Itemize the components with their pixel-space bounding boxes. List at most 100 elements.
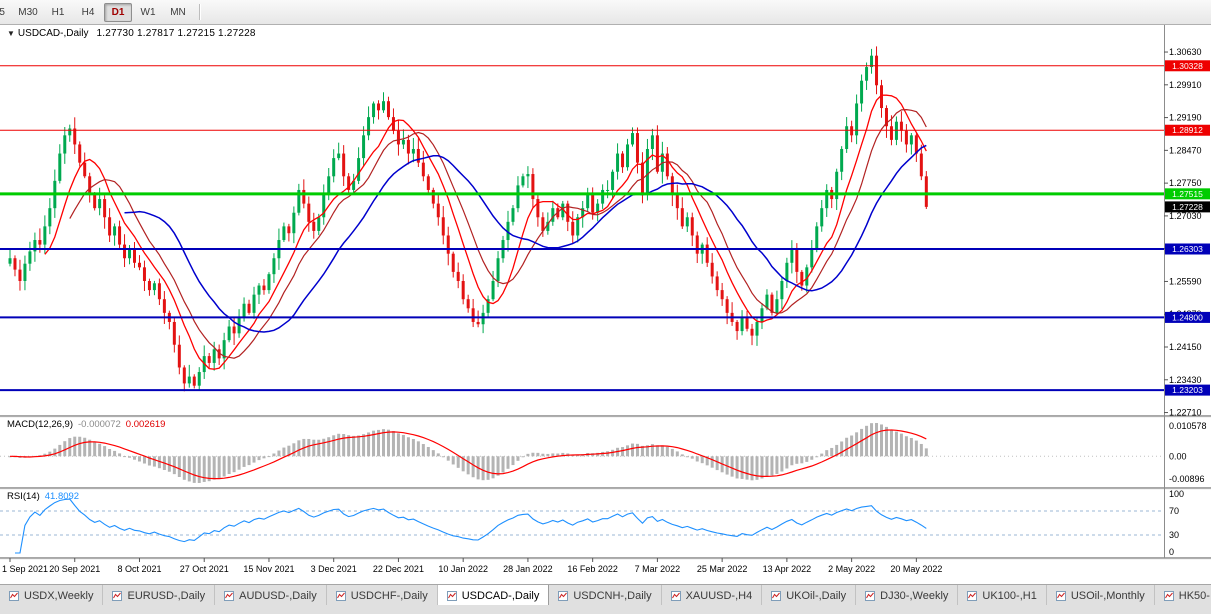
date-axis-label: 16 Feb 2022 bbox=[567, 564, 618, 574]
date-axis: 1 Sep 2021 20 Sep 2021 8 Oct 2021 27 Oct 20… bbox=[2, 558, 942, 574]
candle bbox=[665, 147, 669, 180]
timeframe-button-m5[interactable]: M5 bbox=[0, 6, 5, 18]
candle bbox=[43, 215, 47, 254]
timeframe-button-d1[interactable]: D1 bbox=[104, 2, 132, 22]
candle bbox=[177, 335, 181, 375]
candle bbox=[33, 232, 37, 262]
candle bbox=[695, 231, 699, 264]
chart-tab-usdchf-daily[interactable]: USDCHF-,Daily bbox=[326, 585, 438, 606]
chart-tab-xauusd-h4[interactable]: XAUUSD-,H4 bbox=[661, 585, 763, 606]
chart-tab-label: UKOil-,Daily bbox=[786, 589, 847, 602]
candle bbox=[880, 79, 883, 118]
candle bbox=[914, 133, 918, 162]
svg-text:1.28912: 1.28912 bbox=[1172, 125, 1203, 135]
chart-tab-uk100-h1[interactable]: UK100-,H1 bbox=[958, 585, 1047, 606]
candle bbox=[436, 194, 440, 226]
candle bbox=[137, 255, 141, 271]
candle bbox=[511, 205, 515, 226]
candle bbox=[491, 270, 495, 302]
chart-tab-usoil-monthly[interactable]: USOil-,Monthly bbox=[1046, 585, 1155, 606]
candle bbox=[481, 304, 485, 334]
candle bbox=[840, 146, 844, 181]
chart-tab-dj30-weekly[interactable]: DJ30-,Weekly bbox=[856, 585, 959, 606]
svg-text:1.27515: 1.27515 bbox=[1172, 189, 1203, 199]
candle bbox=[98, 187, 102, 216]
candle bbox=[192, 374, 196, 389]
ohlc-values: 1.27730 1.27817 1.27215 1.27228 bbox=[96, 28, 256, 39]
price-badge-1.27228: 1.27228 bbox=[1165, 201, 1210, 213]
candle bbox=[710, 253, 714, 284]
chart-tab-icon bbox=[670, 590, 681, 601]
price-badge-1.26303: 1.26303 bbox=[1165, 243, 1210, 255]
chart-tab-eurusd-daily[interactable]: EURUSD-,Daily bbox=[103, 585, 216, 606]
timeframe-button-h1[interactable]: H1 bbox=[51, 6, 65, 18]
candle bbox=[103, 195, 107, 229]
chart-tab-label: EURUSD-,Daily bbox=[127, 589, 206, 602]
price-axis-label: 1.30630 bbox=[1169, 47, 1202, 57]
timeframe-button-w1[interactable]: W1 bbox=[140, 6, 156, 18]
date-axis-label: 2 May 2022 bbox=[828, 564, 875, 574]
candle bbox=[357, 147, 361, 185]
candle bbox=[342, 145, 346, 186]
chart-tab-usdx-weekly[interactable]: USDX,Weekly bbox=[0, 585, 104, 606]
date-axis-label: 7 Mar 2022 bbox=[635, 564, 681, 574]
chart-tab-ukoil-daily[interactable]: UKOil-,Daily bbox=[762, 585, 857, 606]
candle bbox=[28, 241, 32, 271]
chart-tab-usdcnh-daily[interactable]: USDCNH-,Daily bbox=[549, 585, 662, 606]
rsi-name: RSI(14) bbox=[7, 491, 40, 502]
candle bbox=[690, 212, 694, 247]
price-axis: 1.30630 1.29910 1.29190 1.28470 1.27750 1.270… bbox=[1164, 47, 1202, 418]
candle bbox=[845, 117, 849, 153]
candle bbox=[800, 269, 804, 291]
candle bbox=[626, 138, 630, 171]
candle bbox=[606, 180, 610, 199]
candle bbox=[855, 94, 859, 145]
candle bbox=[476, 310, 480, 328]
chart-tab-hk50[interactable]: HK50- bbox=[1154, 585, 1211, 606]
candle bbox=[426, 174, 430, 194]
collapse-arrow-icon[interactable]: ▼ bbox=[7, 29, 15, 38]
chart-tab-icon bbox=[558, 590, 569, 601]
date-axis-label: 8 Oct 2021 bbox=[117, 564, 161, 574]
candle bbox=[142, 260, 146, 292]
candle bbox=[790, 240, 794, 274]
candle bbox=[267, 272, 271, 294]
candle bbox=[870, 48, 874, 74]
symbol-header: ▼ USDCAD-,Daily 1.27730 1.27817 1.27215 1.… bbox=[7, 28, 256, 40]
chart-canvas[interactable]: 1.30630 1.29910 1.29190 1.28470 1.27750 1.270… bbox=[0, 25, 1211, 584]
candle bbox=[860, 74, 864, 112]
candle bbox=[362, 126, 366, 167]
chart-tab-label: USDCNH-,Daily bbox=[573, 589, 652, 602]
candle bbox=[825, 184, 829, 217]
chart-window: 1.30630 1.29910 1.29190 1.28470 1.27750 1.270… bbox=[0, 25, 1211, 584]
candle bbox=[83, 152, 87, 179]
timeframe-button-mn[interactable]: MN bbox=[170, 6, 186, 18]
svg-text:1.24800: 1.24800 bbox=[1172, 312, 1203, 322]
chart-tab-label: USDCHF-,Daily bbox=[350, 589, 428, 602]
chart-tab-audusd-daily[interactable]: AUDUSD-,Daily bbox=[215, 585, 327, 606]
candle bbox=[700, 242, 704, 264]
candle bbox=[262, 279, 266, 295]
chart-tab-label: USDX,Weekly bbox=[24, 589, 94, 602]
chart-tab-usdcad-daily[interactable]: USDCAD-,Daily bbox=[437, 585, 550, 606]
candle bbox=[785, 257, 789, 289]
candle bbox=[421, 150, 425, 182]
candle bbox=[451, 251, 455, 278]
chart-tab-label: DJ30-,Weekly bbox=[880, 589, 949, 602]
price-axis-label: 1.22710 bbox=[1169, 408, 1202, 418]
timeframe-button-h4[interactable]: H4 bbox=[81, 6, 95, 18]
timeframe-button-m30[interactable]: M30 bbox=[18, 6, 38, 18]
candle bbox=[382, 92, 385, 113]
candle bbox=[899, 111, 903, 142]
candle bbox=[830, 186, 834, 209]
candle bbox=[197, 367, 201, 391]
svg-text:1.26303: 1.26303 bbox=[1172, 244, 1203, 254]
candle bbox=[113, 223, 117, 246]
candle bbox=[775, 290, 779, 316]
candle bbox=[152, 280, 156, 296]
rsi-line bbox=[15, 498, 927, 554]
candle bbox=[571, 211, 575, 244]
price-badge-1.27515: 1.27515 bbox=[1165, 188, 1210, 200]
candle bbox=[725, 296, 729, 325]
candle bbox=[670, 172, 674, 207]
